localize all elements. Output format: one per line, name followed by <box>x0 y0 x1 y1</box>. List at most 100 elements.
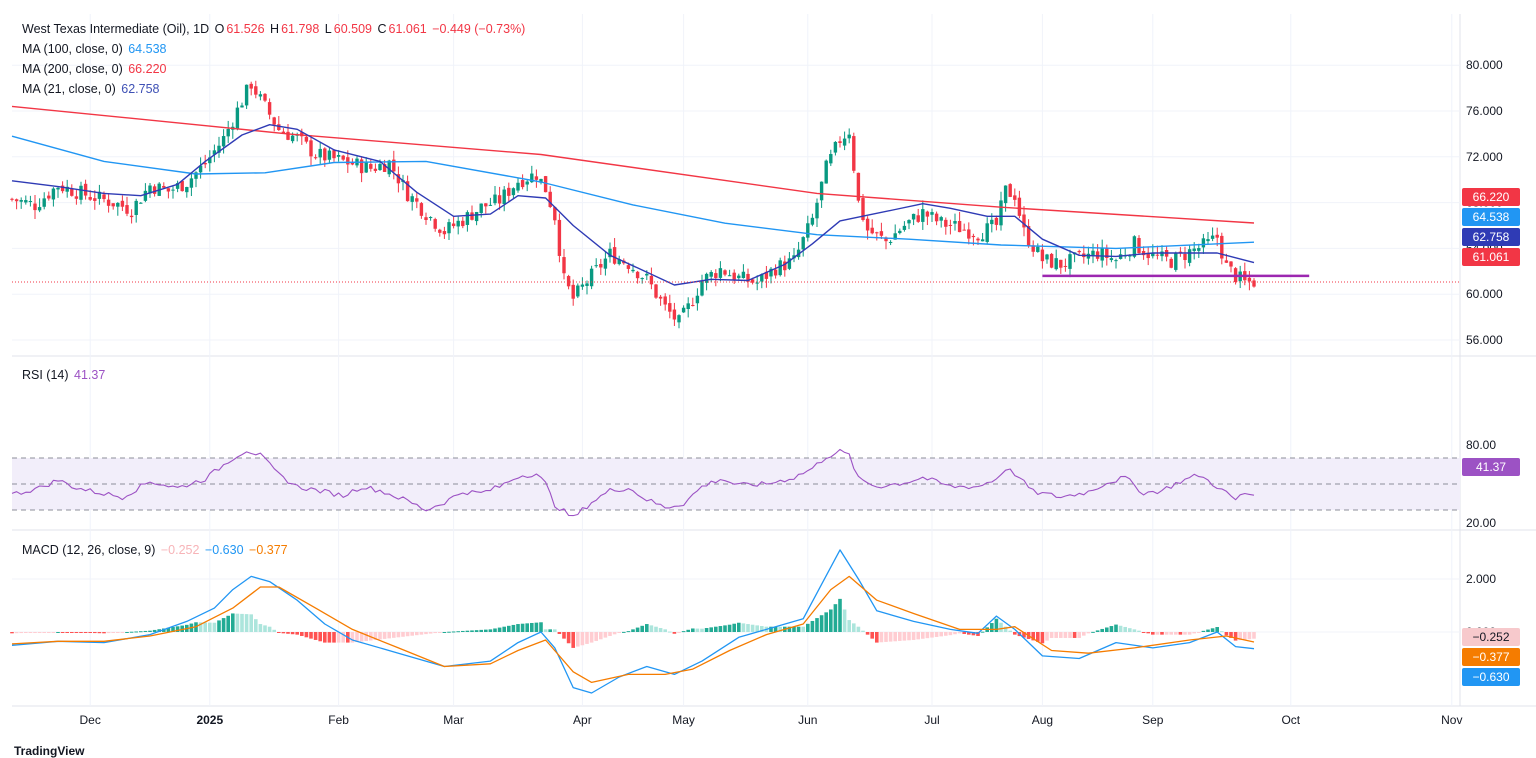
ma200-legend[interactable]: MA (200, close, 0) 66.220 <box>22 62 168 76</box>
macd-histogram-bar <box>341 632 345 643</box>
macd-histogram-bar <box>663 629 667 632</box>
rsi-pane[interactable] <box>11 448 1460 517</box>
candle-down <box>152 186 157 194</box>
symbol-title[interactable]: West Texas Intermediate (Oil), 1D <box>22 22 210 36</box>
macd-pane[interactable] <box>10 549 1256 694</box>
candle-down <box>1220 235 1224 259</box>
candle-down <box>1026 226 1031 246</box>
ma21-line <box>11 124 1255 286</box>
candle-up <box>1210 235 1215 239</box>
macd-histogram-bar <box>796 626 801 632</box>
candle-down <box>1137 238 1141 254</box>
price-pane[interactable] <box>10 80 1460 329</box>
candle-down <box>649 275 654 285</box>
macd-histogram-bar <box>171 627 175 632</box>
macd-histogram-bar <box>336 632 341 643</box>
rsi-legend[interactable]: RSI (14) 41.37 <box>22 368 107 382</box>
macd-histogram-bar <box>1031 632 1035 641</box>
candle-up <box>1068 254 1072 269</box>
candle-down <box>870 227 874 234</box>
ma21-value: 62.758 <box>121 82 160 96</box>
candle-down <box>424 217 428 221</box>
time-tick-label: Nov <box>1441 713 1462 727</box>
macd-histogram-bar <box>778 626 782 632</box>
macd-tick-label: 2.000 <box>1466 572 1496 586</box>
macd-histogram-bar <box>1132 629 1137 632</box>
macd-histogram-bar <box>428 632 433 634</box>
macd-histogram-bar <box>295 632 299 635</box>
macd-histogram-bar <box>810 620 815 632</box>
macd-histogram-bar <box>42 632 46 633</box>
candle-down <box>60 185 65 192</box>
macd-histogram-bar <box>934 632 939 637</box>
candle-down <box>1063 265 1068 267</box>
candle-up <box>990 219 994 225</box>
candle-up <box>56 187 60 190</box>
high-label: H <box>270 22 280 36</box>
candle-up <box>171 189 175 191</box>
candle-up <box>999 200 1003 226</box>
macd-histogram-bar <box>272 629 276 632</box>
macd-histogram-bar <box>405 632 410 637</box>
macd-histogram-bar <box>166 627 171 632</box>
macd-histogram-bar <box>120 632 125 633</box>
candle-up <box>175 183 180 189</box>
macd-histogram-bar <box>626 631 631 633</box>
price-tick-label: 76.000 <box>1466 104 1503 118</box>
candle-up <box>217 145 221 153</box>
candle-up <box>226 128 230 137</box>
candle-down <box>548 191 552 207</box>
macd-histogram-bar <box>65 632 69 633</box>
macd-histogram-bar <box>249 614 253 632</box>
time-axis: Dec 2025 Feb Mar Apr May Jun Jul Aug Sep Oct Nov <box>80 713 1463 727</box>
macd-histogram-bar <box>718 626 723 632</box>
macd-histogram-bar <box>1100 628 1104 632</box>
candle-up <box>428 217 433 219</box>
candle-up <box>1045 254 1049 260</box>
candle-up <box>594 265 598 267</box>
macd-histogram-bar <box>461 630 465 632</box>
candle-up <box>194 172 198 179</box>
tradingview-logo[interactable]: TradingView <box>14 744 85 758</box>
ma21-legend[interactable]: MA (21, close, 0) 62.758 <box>22 82 162 96</box>
rsi-tick-label: 20.00 <box>1466 516 1496 530</box>
candle-down <box>461 220 465 227</box>
candle-up <box>1109 258 1114 261</box>
candle-down <box>1059 259 1063 268</box>
macd-histogram-bar <box>332 632 336 643</box>
candle-up <box>456 220 460 227</box>
macd-histogram-bar <box>833 604 838 632</box>
candle-up <box>465 212 470 225</box>
candle-up <box>893 233 897 240</box>
macd-histogram-bar <box>640 625 644 632</box>
rsi-tick-label: 80.00 <box>1466 438 1496 452</box>
macd-histogram-bar <box>622 631 626 633</box>
candle-down <box>691 305 695 307</box>
macd-histogram-bar <box>74 632 79 633</box>
macd-histogram-bar <box>419 632 424 635</box>
macd-histogram-bar <box>944 632 948 636</box>
candle-down <box>957 220 962 233</box>
candle-up <box>1114 260 1118 262</box>
candle-up <box>479 203 483 214</box>
macd-histogram-bar <box>842 609 847 632</box>
macd-histogram-bar <box>479 629 483 632</box>
candle-down <box>543 176 548 193</box>
candle-up <box>258 94 263 97</box>
candle-down <box>507 187 511 196</box>
macd-histogram-bar <box>911 632 916 640</box>
candle-up <box>19 200 23 202</box>
candle-down <box>1095 251 1100 259</box>
ma100-legend[interactable]: MA (100, close, 0) 64.538 <box>22 42 168 56</box>
macd-histogram-bar <box>1095 630 1100 632</box>
candle-down <box>166 188 171 192</box>
macd-histogram-bar <box>134 631 138 633</box>
macd-histogram-bar <box>668 631 672 633</box>
macd-histogram-bar <box>1233 632 1238 641</box>
candle-down <box>838 141 842 143</box>
macd-legend[interactable]: MACD (12, 26, close, 9) −0.252 −0.630 −0… <box>22 543 290 557</box>
candle-up <box>1174 252 1178 270</box>
candle-down <box>1105 247 1109 258</box>
macd-histogram-bar <box>497 627 502 632</box>
